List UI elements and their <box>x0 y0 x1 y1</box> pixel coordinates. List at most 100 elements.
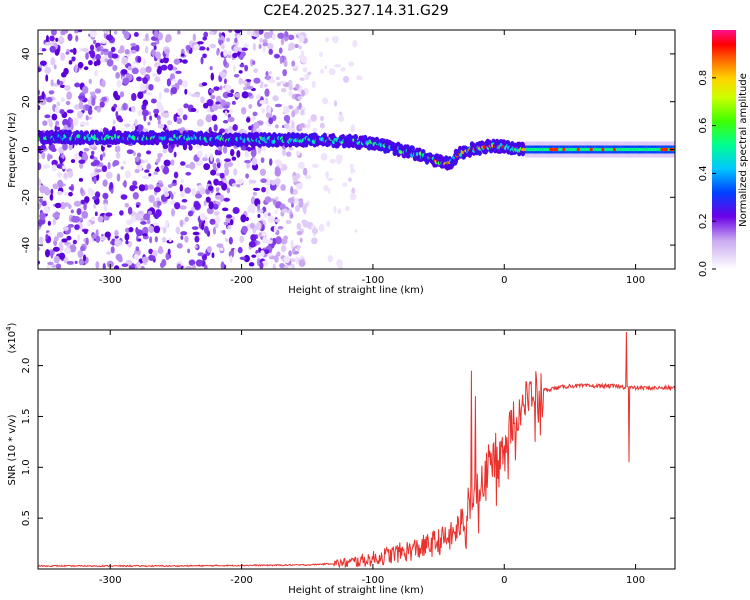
spectrogram-noise-point <box>94 69 99 77</box>
spectrogram-noise-point <box>272 199 277 206</box>
spectrogram-noise-point <box>256 93 261 101</box>
spectrogram-noise-point <box>233 248 237 254</box>
spectrogram-noise-point <box>249 179 257 184</box>
spectrogram-noise-point <box>201 82 208 87</box>
spectrogram-noise-point <box>140 221 147 225</box>
spectrogram-ridge-cell <box>575 147 578 152</box>
spectrogram-noise-point <box>212 226 216 235</box>
spectrogram-noise-point <box>286 119 290 124</box>
spectrogram-noise-point <box>59 109 65 115</box>
spectrogram-noise-point <box>51 164 57 172</box>
spectrogram-noise-point <box>171 208 176 217</box>
spectrogram-noise-point <box>252 191 258 196</box>
spectrogram-noise-point <box>298 198 304 202</box>
spectrogram-ridge-cell <box>353 134 359 141</box>
spectrogram-ridge-cell <box>536 147 539 152</box>
spectrogram-noise-point <box>348 61 355 67</box>
spectrogram-noise-point <box>123 180 127 188</box>
spectrogram-ridge-cell <box>582 147 585 152</box>
spectrogram-noise-point <box>149 236 153 244</box>
spectrogram-noise-point <box>283 59 288 67</box>
spectrogram-noise-point <box>300 109 305 116</box>
spectrogram-noise-point <box>77 30 83 33</box>
spectrogram-noise-point <box>42 164 50 169</box>
spectrogram-noise-point <box>248 125 253 131</box>
spectrogram-noise-point <box>78 101 84 110</box>
spectrogram-noise-point <box>234 30 242 34</box>
spectrogram-noise-point <box>242 80 248 85</box>
y-tick-label: -20 <box>21 189 32 205</box>
spectrogram-noise-point <box>128 226 134 233</box>
spectrogram-noise-point <box>228 250 235 258</box>
spectrogram-noise-point <box>179 190 186 198</box>
spectrogram-noise-point <box>292 198 300 205</box>
spectrogram-noise-point <box>222 119 229 124</box>
spectrogram-noise-point <box>153 225 161 234</box>
spectrogram-noise-point <box>55 263 62 269</box>
spectrogram-noise-point <box>268 48 273 55</box>
spectrogram-noise-point <box>51 113 58 121</box>
spectrogram-ridge-cell <box>566 147 569 152</box>
spectrogram-noise-point <box>113 265 120 269</box>
spectrogram-noise-point <box>223 197 230 202</box>
spectrogram-noise-point <box>121 263 129 268</box>
spectrogram-noise-point <box>230 89 235 94</box>
spectrogram-noise-point <box>196 118 204 127</box>
spectrogram-noise-point <box>288 250 292 257</box>
spectrogram-noise-point <box>48 143 56 151</box>
spectrogram-noise-point <box>189 161 196 170</box>
colorbar: 0.0 0.2 0.4 0.6 0.8 Normalized spectral ampl… <box>698 30 749 277</box>
spectrogram-noise-point <box>253 187 261 192</box>
spectrogram-noise-point <box>110 246 115 254</box>
spectrogram-noise-point <box>70 122 74 131</box>
spectrogram-noise-point <box>59 157 64 164</box>
spectrogram-noise-point <box>120 166 124 170</box>
colorbar-tick-label: 0.8 <box>698 70 709 86</box>
spectrogram-noise-point <box>298 102 302 109</box>
spectrogram-noise-point <box>232 52 238 58</box>
y-tick-label: 1.0 <box>21 459 32 475</box>
spectrogram-noise-point <box>57 190 62 195</box>
spectrogram-noise-point <box>102 262 106 269</box>
spectrogram-noise-point <box>39 47 43 52</box>
spectrogram-ridge-cell <box>601 147 605 152</box>
spectrogram-noise-point <box>261 186 266 193</box>
spectrogram-noise-point <box>146 163 152 170</box>
spectrogram-noise-point <box>116 79 122 88</box>
spectrogram-noise-point <box>324 65 328 70</box>
spectrogram-noise-point <box>220 261 225 269</box>
spectrogram-noise-point <box>228 30 233 33</box>
spectrogram-noise-point <box>112 119 116 125</box>
spectrogram-ridge-cell <box>584 147 586 152</box>
spectrogram-noise-point <box>238 47 242 52</box>
snr-y-axis: 0.5 1.0 1.5 2.0 <box>21 358 675 526</box>
spectrogram-noise-point <box>55 37 59 42</box>
spectrogram-noise-point <box>256 222 262 231</box>
spectrogram-noise-point <box>173 58 181 65</box>
spectrogram-noise-point <box>155 51 161 59</box>
spectrogram-noise-point <box>274 124 279 129</box>
spectrogram-noise-point <box>200 187 206 195</box>
spectrogram-noise-point <box>148 225 154 233</box>
x-tick-label: -200 <box>230 275 253 286</box>
x-tick-label: 100 <box>626 275 645 286</box>
spectrogram-noise-point <box>160 165 165 169</box>
spectrogram-noise-point <box>71 56 76 62</box>
spectrogram-noise-point <box>159 58 165 64</box>
spectrogram-noise-point <box>157 32 164 41</box>
spectrogram-noise-point <box>252 42 256 51</box>
spectrogram-noise-point <box>66 235 72 241</box>
spectrogram-noise-point <box>298 34 305 44</box>
spectrogram-noise-point <box>168 237 172 243</box>
spectrogram-noise-point <box>236 150 241 158</box>
spectrogram-noise-point <box>250 234 257 242</box>
spectrogram-noise-point <box>252 111 258 117</box>
colorbar-label: Normalized spectral amplitude <box>738 73 749 227</box>
spectrogram-noise-point <box>268 71 272 75</box>
spectrogram-noise-point <box>279 203 286 210</box>
spectrogram-noise-point <box>193 201 201 210</box>
spectrogram-noise-point <box>56 231 64 238</box>
spectrogram-noise-point <box>51 30 57 36</box>
spectrogram-noise-point <box>132 191 139 200</box>
